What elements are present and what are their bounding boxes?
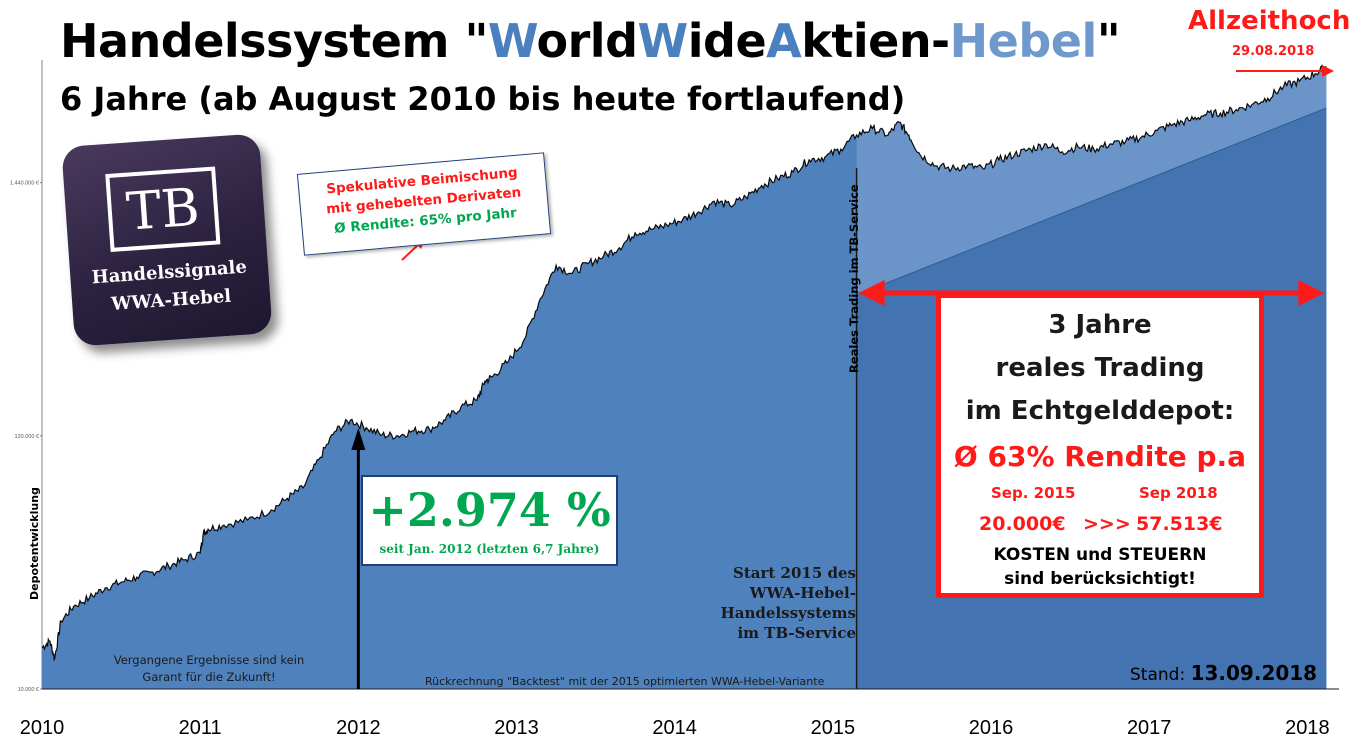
- gain-note: seit Jan. 2012 (letzten 6,7 Jahre): [379, 542, 600, 556]
- backtest-note: Rückrechnung "Backtest" mit der 2015 opt…: [425, 675, 825, 688]
- stand-label: Stand:: [1130, 665, 1186, 685]
- disclaimer-line-2: Garant für die Zukunft!: [142, 670, 276, 684]
- x-tick-label: 2018: [1285, 717, 1330, 739]
- start-line-3: Handelssystems: [720, 604, 856, 622]
- spec-pointer: [401, 242, 421, 261]
- logo-frame: TB: [105, 166, 221, 252]
- y-tick-label: 120.000 €: [15, 434, 39, 440]
- start-line-1: Start 2015 des: [733, 564, 856, 582]
- chart-title: Handelssystem "WorldWideAktien-Hebel": [60, 14, 1121, 68]
- y-axis-label: Depotentwicklung: [28, 487, 41, 600]
- x-tick-label: 2013: [494, 717, 539, 739]
- real-line-2: reales Trading: [995, 353, 1205, 383]
- all-time-high-label: Allzeithoch: [1188, 6, 1351, 36]
- real-note-1: KOSTEN und STEUERN: [993, 545, 1207, 565]
- tb-logo: TB Handelssignale WWA-Hebel: [61, 133, 273, 347]
- logo-line-2: WWA-Hebel: [110, 285, 232, 316]
- x-tick-label: 2014: [652, 717, 697, 739]
- x-tick-label: 2012: [336, 717, 381, 739]
- ath-arrowhead: [1322, 65, 1334, 77]
- real-span-arrowhead-left: [858, 280, 885, 306]
- real-rendite: Ø 63% Rendite p.a: [953, 440, 1247, 473]
- disclaimer-line-1: Vergangene Ergebnisse sind kein: [113, 653, 305, 667]
- real-note-2: sind berücksichtigt!: [1004, 569, 1196, 589]
- real-line-3: im Echtgelddepot:: [965, 396, 1235, 426]
- chart-subtitle: 6 Jahre (ab August 2010 bis heute fortla…: [60, 80, 906, 118]
- stand-value: 13.09.2018: [1190, 661, 1318, 685]
- real-to-value: 57.513€: [1136, 513, 1223, 535]
- start-line-2: WWA-Hebel-: [749, 584, 856, 602]
- real-line-1: 3 Jahre: [1048, 310, 1152, 340]
- start-2015-note: Start 2015 des WWA-Hebel- Handelssystems…: [700, 563, 856, 643]
- stand-date: Stand: 13.09.2018: [1130, 661, 1317, 685]
- disclaimer: Vergangene Ergebnisse sind kein Garant f…: [105, 652, 313, 686]
- start-line-4: im TB-Service: [737, 624, 856, 642]
- real-to-label: Sep 2018: [1139, 484, 1218, 502]
- x-tick-label: 2017: [1127, 717, 1172, 739]
- real-span-arrowhead-right: [1298, 280, 1325, 306]
- real-trading-vertical-label: Reales Trading im TB-Service: [847, 184, 861, 373]
- x-tick-label: 2015: [811, 717, 856, 739]
- start-2012-arrowhead: [351, 428, 366, 450]
- real-arrow: >>>: [1083, 513, 1131, 535]
- x-tick-label: 2011: [179, 717, 222, 739]
- real-from-label: Sep. 2015: [991, 484, 1076, 502]
- x-tick-label: 2010: [20, 717, 65, 739]
- y-tick-label: 10.000 €: [18, 687, 39, 693]
- logo-letters: TB: [124, 177, 202, 243]
- gain-value: +2.974 %: [368, 483, 611, 537]
- all-time-high-date: 29.08.2018: [1232, 44, 1315, 59]
- real-from-value: 20.000€: [979, 513, 1066, 535]
- gain-box: +2.974 % seit Jan. 2012 (letzten 6,7 Jah…: [361, 475, 618, 566]
- equity-line: [41, 64, 1327, 662]
- growth-wedge-edge: [881, 107, 1327, 286]
- y-tick-label: 1.440.000 €: [10, 181, 39, 187]
- x-tick-label: 2016: [969, 717, 1014, 739]
- real-trading-box: 3 Jahre reales Trading im Echtgelddepot:…: [936, 293, 1264, 598]
